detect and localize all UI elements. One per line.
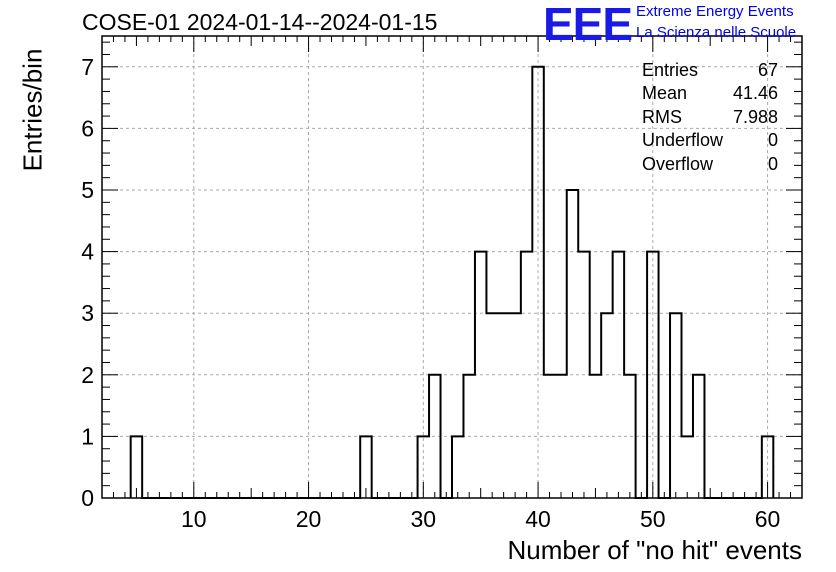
stats-label: RMS [642, 106, 682, 127]
y-tick-label: 2 [81, 362, 94, 388]
x-tick-label: 50 [640, 506, 666, 532]
y-tick-label: 5 [81, 177, 94, 203]
stats-value: 0 [767, 153, 778, 174]
chart-title: COSE-01 2024-01-14--2024-01-15 [82, 9, 438, 35]
stats-label: Mean [642, 83, 688, 104]
logo-subtitle-line1: Extreme Energy Events [636, 3, 794, 20]
eee-logo: EEE [543, 0, 633, 50]
y-tick-label: 0 [81, 485, 94, 511]
y-tick-label: 7 [81, 54, 94, 80]
stats-row-entries: Entries 67 [642, 59, 778, 82]
stats-value: 0 [767, 130, 778, 151]
stats-label: Overflow [642, 153, 714, 174]
stats-label: Entries [642, 60, 699, 80]
y-tick-label: 6 [81, 115, 94, 141]
stats-label: Underflow [642, 130, 724, 151]
x-tick-label: 60 [755, 506, 781, 532]
x-axis-label: Number of "no hit" events [507, 535, 803, 565]
stats-row-mean: Mean 41.46 [642, 82, 778, 105]
plot-frame [101, 35, 803, 499]
y-tick-label: 4 [81, 239, 94, 265]
stats-row-underflow: Underflow 0 [642, 129, 778, 152]
y-tick-label: 3 [81, 300, 94, 326]
y-axis-label: Entries/bin [17, 48, 48, 172]
y-tick-label: 1 [81, 423, 94, 449]
logo-subtitle-line2: La Scienza nelle Scuole [636, 24, 797, 41]
x-tick-label: 10 [181, 506, 207, 532]
x-tick-label: 40 [525, 506, 551, 532]
stats-box: Entries 67 Mean 41.46 RMS 7.988 Underflo… [642, 59, 778, 176]
x-tick-label: 30 [411, 506, 437, 532]
x-tick-label: 20 [296, 506, 322, 532]
stats-value: 7.988 [732, 106, 778, 127]
stats-row-overflow: Overflow 0 [642, 153, 778, 176]
stats-row-rms: RMS 7.988 [642, 106, 778, 129]
stats-value: 41.46 [732, 83, 778, 104]
stats-value: 67 [757, 60, 778, 80]
